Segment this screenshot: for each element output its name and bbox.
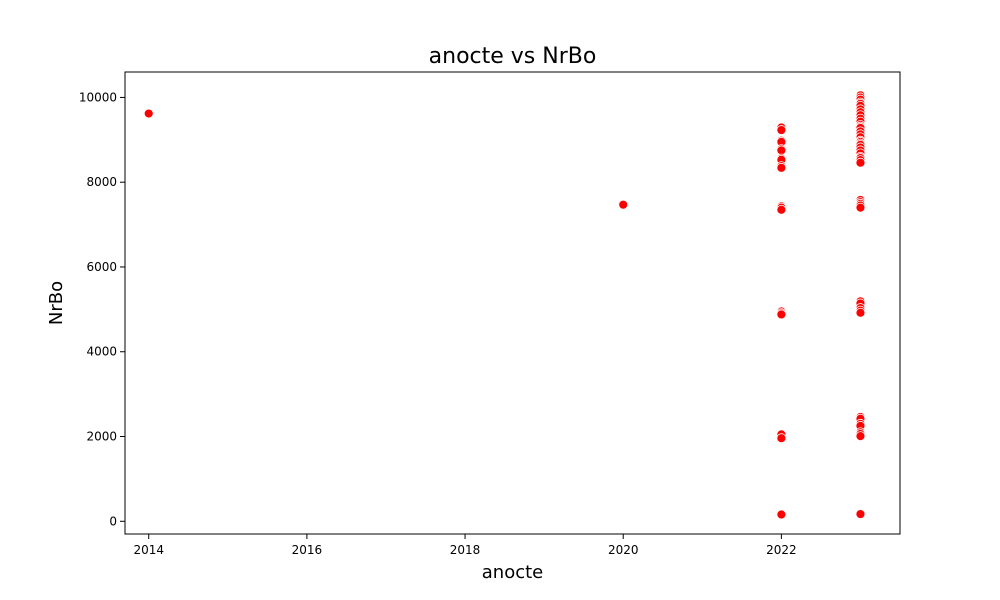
chart-title: anocte vs NrBo bbox=[429, 44, 597, 69]
x-tick-label: 2022 bbox=[766, 543, 797, 557]
data-point bbox=[855, 202, 866, 213]
data-point bbox=[855, 431, 866, 441]
y-tick-label: 10000 bbox=[79, 90, 117, 104]
y-tick-label: 4000 bbox=[86, 345, 117, 359]
data-point bbox=[776, 145, 787, 156]
x-tick-label: 2020 bbox=[608, 543, 639, 557]
data-point bbox=[618, 199, 629, 210]
axis-ticks: 2014 2016 2018 2020 2022 0 2000 4000 6000 8000 100… bbox=[79, 90, 797, 557]
x-axis-label: anocte bbox=[482, 562, 543, 583]
y-tick-label: 6000 bbox=[86, 260, 117, 274]
data-point bbox=[855, 307, 866, 318]
data-point bbox=[776, 309, 787, 320]
data-point bbox=[143, 108, 154, 119]
x-tick-label: 2016 bbox=[292, 543, 323, 557]
plot-frame bbox=[124, 71, 901, 535]
y-tick-label: 0 bbox=[109, 514, 117, 528]
data-point bbox=[855, 157, 866, 168]
data-point bbox=[776, 433, 787, 444]
data-point bbox=[855, 509, 866, 519]
x-tick-label: 2014 bbox=[133, 543, 164, 557]
data-point bbox=[776, 509, 787, 520]
x-tick-label: 2018 bbox=[450, 543, 481, 557]
data-point bbox=[776, 125, 787, 135]
y-tick-label: 2000 bbox=[86, 430, 117, 444]
y-tick-label: 8000 bbox=[86, 175, 117, 189]
data-point bbox=[776, 204, 787, 215]
data-points bbox=[143, 90, 866, 520]
data-point bbox=[776, 162, 787, 173]
y-axis-label: NrBo bbox=[46, 281, 67, 325]
